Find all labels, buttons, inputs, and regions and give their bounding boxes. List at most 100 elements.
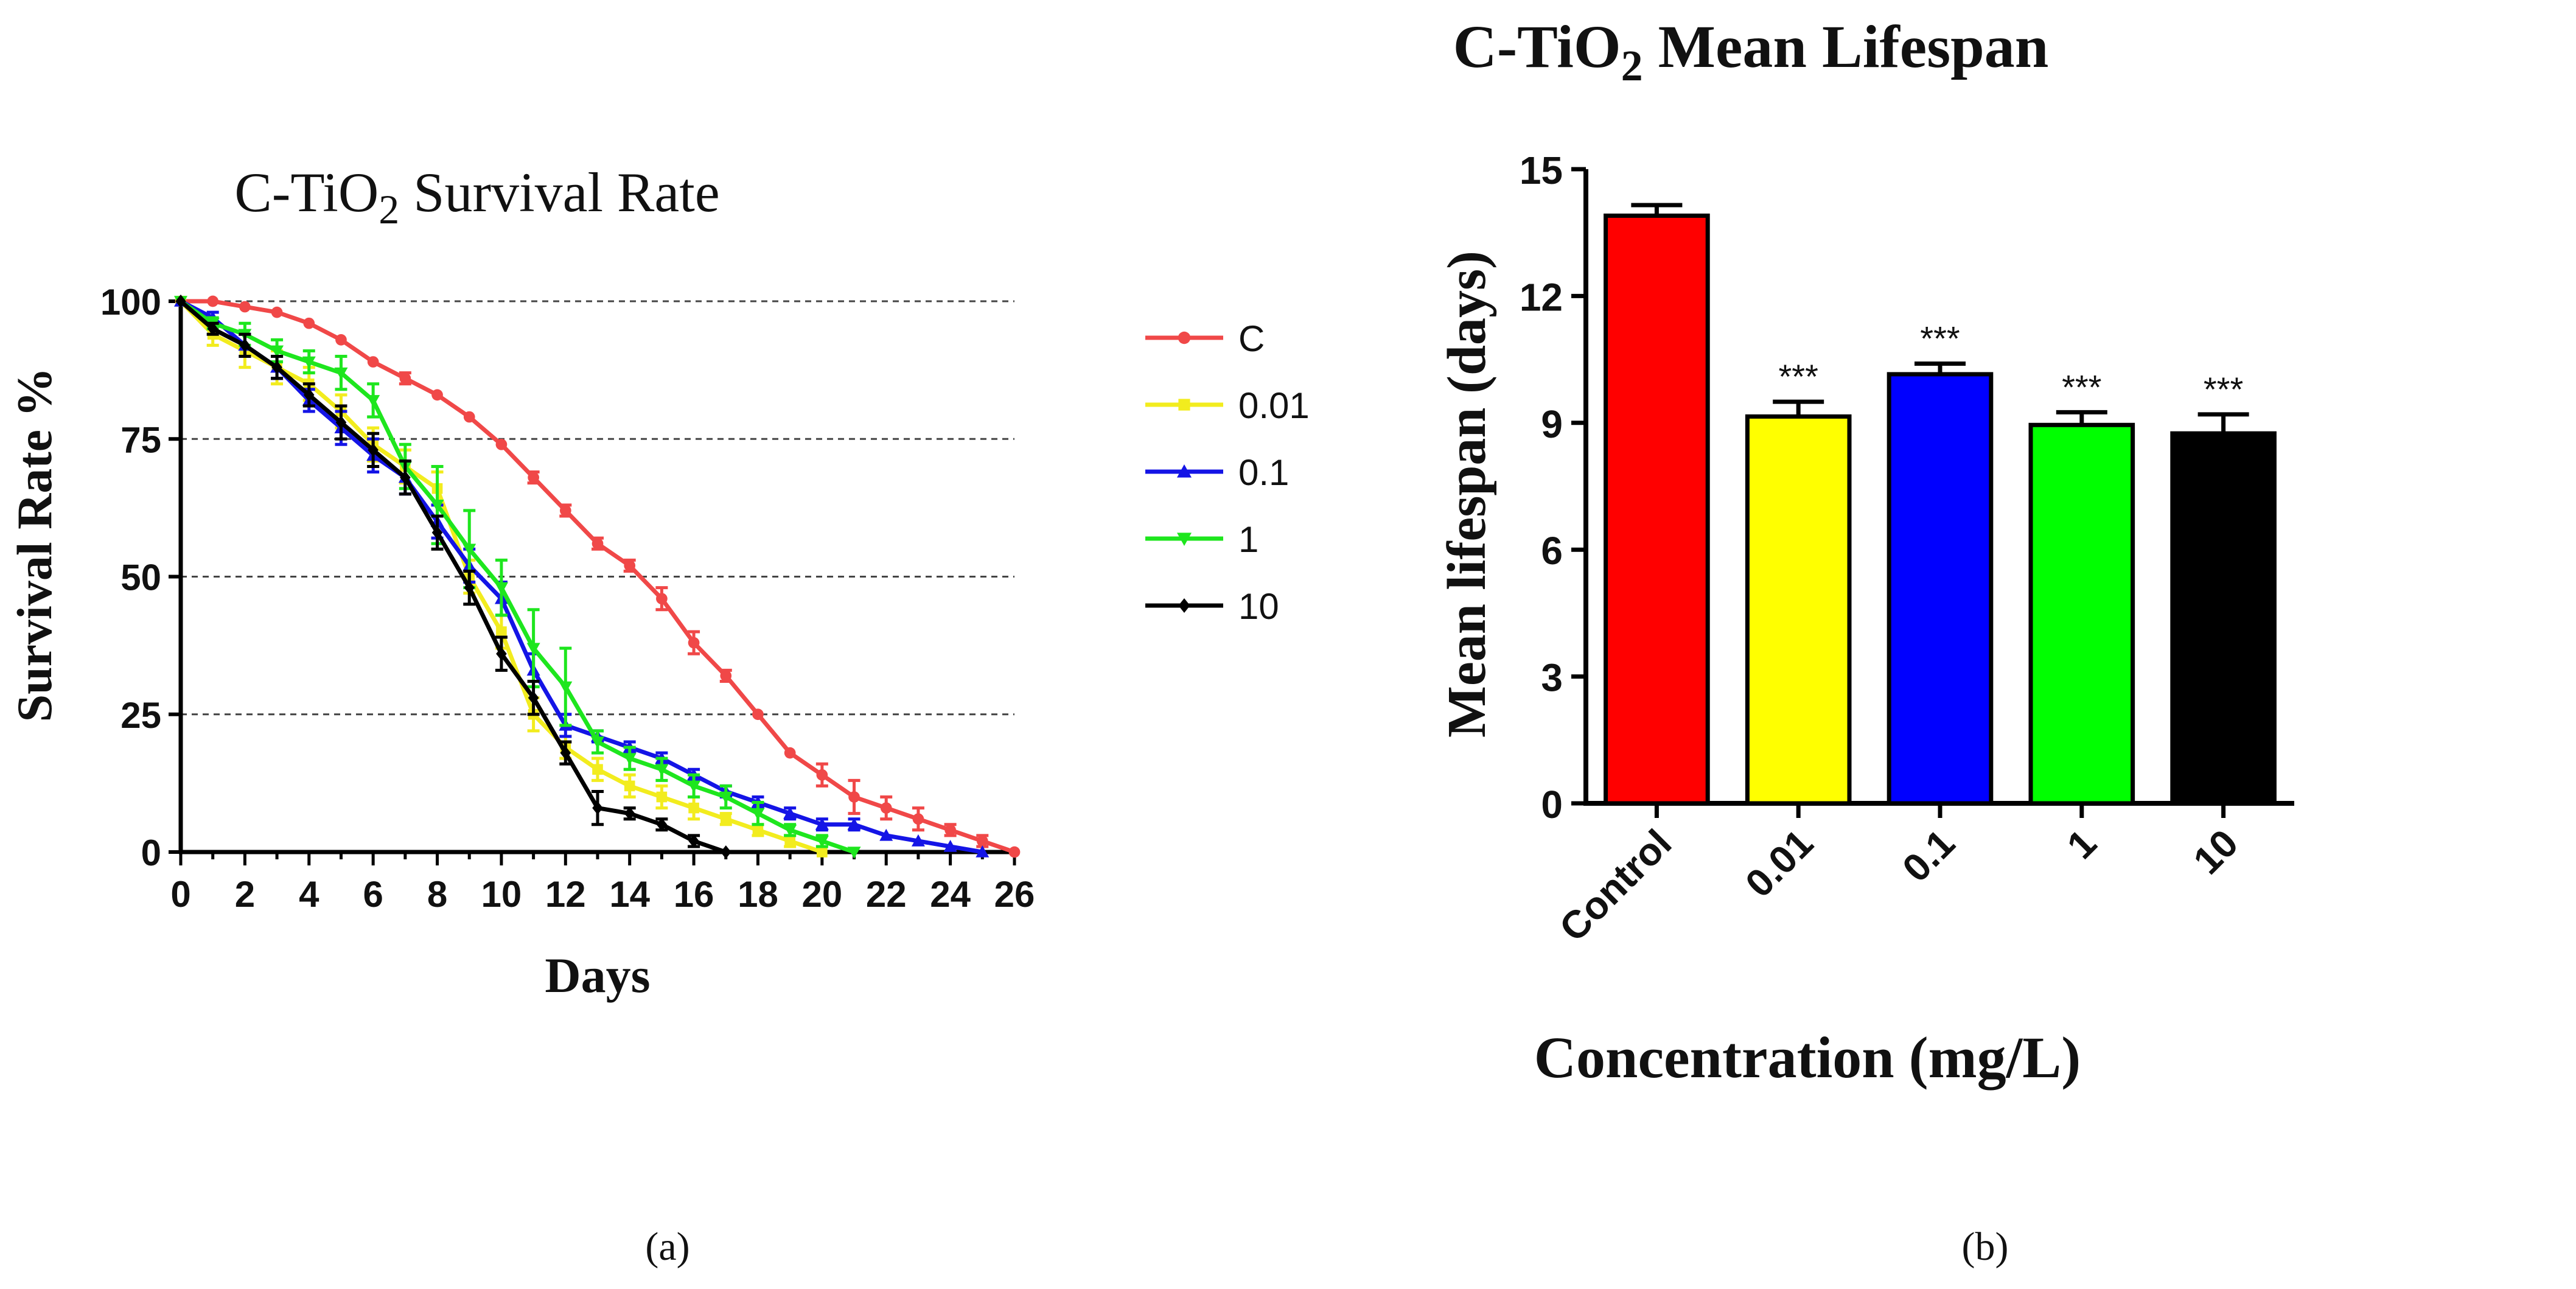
- data-point: [847, 817, 861, 830]
- data-point: [752, 708, 764, 721]
- data-point: [720, 670, 732, 682]
- data-point: [303, 317, 315, 329]
- x-tick-label: 10: [481, 874, 522, 915]
- data-point: [592, 801, 603, 815]
- data-point: [496, 626, 507, 637]
- data-point: [494, 582, 508, 595]
- data-point: [624, 560, 636, 571]
- data-point: [784, 747, 796, 759]
- data-point: [400, 470, 411, 484]
- data-point: [720, 813, 731, 825]
- data-point: [496, 647, 507, 661]
- data-point: [687, 780, 701, 793]
- data-point: [688, 802, 699, 814]
- data-point: [270, 345, 284, 358]
- data-point: [271, 306, 283, 318]
- data-point: [751, 808, 765, 820]
- chart-b-x-axis-label: Concentration (mg/L): [1534, 1025, 2081, 1090]
- data-point: [430, 500, 444, 512]
- data-point: [623, 753, 637, 766]
- y-tick-label: 12: [1520, 275, 1563, 319]
- legend-marker: [1178, 331, 1191, 344]
- x-tick-label: 0: [170, 874, 190, 915]
- x-tick-label: 0.01: [1737, 821, 1821, 906]
- bar-10: [2170, 431, 2277, 806]
- data-point: [656, 817, 668, 831]
- x-tick-label: 0.1: [1894, 821, 1963, 890]
- significance-marker: ***: [2062, 368, 2101, 406]
- legend-label: 1: [1238, 519, 1258, 560]
- series-line: [180, 299, 855, 854]
- x-tick-label: 20: [801, 874, 842, 915]
- legend-marker: [1178, 399, 1190, 411]
- significance-marker: ***: [2204, 370, 2243, 408]
- chart-b-title: C-TiO2 Mean Lifespan: [1453, 13, 2049, 90]
- data-point: [303, 388, 315, 402]
- legend-label: 10: [1238, 586, 1279, 627]
- bar-0_1: [1887, 372, 1994, 806]
- chart-a-y-axis-label: Survival Rate %: [7, 367, 62, 722]
- data-point: [752, 825, 764, 836]
- data-point: [334, 367, 348, 380]
- data-point: [366, 395, 380, 407]
- data-point: [943, 839, 957, 852]
- panel-label-a: (a): [645, 1224, 689, 1269]
- y-tick-label: 100: [100, 282, 161, 323]
- x-tick-label: 2: [235, 874, 255, 915]
- data-point: [207, 322, 218, 336]
- y-tick-label: 9: [1541, 402, 1563, 446]
- x-tick-label: 24: [930, 874, 971, 915]
- data-point: [847, 847, 861, 859]
- data-point: [976, 835, 988, 847]
- data-point: [944, 824, 956, 836]
- x-tick-label: 14: [609, 874, 650, 915]
- data-point: [302, 356, 316, 369]
- data-point: [911, 834, 925, 847]
- data-point: [526, 643, 540, 655]
- data-point: [462, 543, 476, 556]
- x-tick-label: 10: [2185, 821, 2246, 882]
- x-tick-label: 6: [363, 874, 383, 915]
- x-tick-label: 22: [866, 874, 907, 915]
- y-tick-label: 25: [120, 695, 161, 736]
- data-point: [848, 791, 860, 803]
- y-tick-label: 15: [1520, 148, 1563, 192]
- data-point: [207, 295, 219, 307]
- data-point: [528, 691, 539, 705]
- y-tick-label: 0: [141, 833, 161, 873]
- y-tick-label: 0: [1541, 783, 1563, 826]
- data-point: [688, 834, 699, 848]
- chart-a-title: C-TiO2 Survival Rate: [234, 161, 719, 232]
- panel-label-b: (b): [1962, 1224, 2009, 1269]
- y-tick-label: 50: [120, 557, 161, 598]
- legend-marker: [1177, 464, 1192, 478]
- bar-Control: [1604, 213, 1710, 806]
- data-point: [399, 372, 411, 385]
- x-tick-label: Control: [1551, 821, 1680, 950]
- data-point: [879, 828, 893, 841]
- data-point: [431, 389, 443, 401]
- y-tick-label: 75: [120, 419, 161, 460]
- data-point: [656, 593, 668, 605]
- data-point: [784, 836, 795, 847]
- y-tick-label: 6: [1541, 529, 1563, 573]
- chart-b-y-axis-label: Mean lifespan (days): [1437, 251, 1497, 738]
- data-point: [592, 537, 604, 550]
- data-point: [816, 769, 828, 781]
- data-point: [815, 836, 829, 848]
- data-point: [560, 746, 571, 760]
- x-tick-label: 18: [738, 874, 778, 915]
- x-tick-label: 4: [299, 874, 319, 915]
- data-point: [463, 411, 475, 423]
- x-tick-label: 12: [545, 874, 586, 915]
- data-point: [655, 764, 669, 777]
- y-tick-label: 3: [1541, 656, 1563, 700]
- data-point: [431, 526, 443, 540]
- data-point: [367, 356, 379, 368]
- data-point: [592, 764, 603, 775]
- data-point: [559, 681, 573, 694]
- chart-a-x-axis-label: Days: [545, 948, 650, 1003]
- data-point: [880, 802, 892, 814]
- mean-lifespan-chart: C-TiO2 Mean Lifespan Mean lifespan (days…: [1437, 13, 2294, 1090]
- data-point: [239, 301, 251, 313]
